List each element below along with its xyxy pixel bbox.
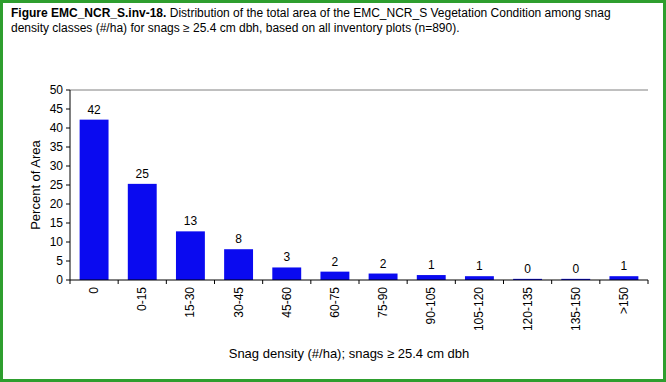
bars bbox=[80, 120, 639, 280]
y-tick-label: 40 bbox=[50, 121, 64, 135]
y-tick-label: 50 bbox=[50, 83, 64, 97]
y-tick-label: 0 bbox=[56, 273, 63, 287]
data-label: 1 bbox=[428, 258, 435, 272]
y-tick-label: 35 bbox=[50, 140, 64, 154]
data-label: 3 bbox=[283, 250, 290, 264]
title: Figure EMC_NCR_S.inv-18. bbox=[11, 6, 166, 20]
frame: Figure EMC_NCR_S.inv-18. Distribution of… bbox=[0, 0, 666, 382]
data-label: 2 bbox=[380, 257, 387, 271]
bar bbox=[128, 184, 157, 280]
x-tick bbox=[166, 280, 167, 284]
x-tick-label: 75-90 bbox=[376, 287, 390, 318]
x-tick bbox=[599, 280, 600, 284]
data-label: 2 bbox=[332, 255, 339, 269]
y-tick bbox=[66, 90, 70, 91]
x-tick-label: 30-45 bbox=[232, 287, 246, 318]
y-tick bbox=[66, 261, 70, 262]
bar bbox=[609, 276, 638, 280]
x-tick bbox=[503, 280, 504, 284]
bar bbox=[465, 276, 494, 280]
bar bbox=[80, 120, 109, 280]
data-label: 13 bbox=[184, 214, 198, 228]
y-tick-label: 10 bbox=[50, 235, 64, 249]
y-tick bbox=[66, 204, 70, 205]
y-tick-label: 45 bbox=[50, 102, 64, 116]
y-tick-label: 15 bbox=[50, 216, 64, 230]
x-tick-label: 0-15 bbox=[135, 287, 149, 311]
bar bbox=[369, 274, 398, 280]
x-tick bbox=[118, 280, 119, 284]
x-tick bbox=[214, 280, 215, 284]
x-tick-label: 135-150 bbox=[569, 287, 583, 331]
x-tick bbox=[551, 280, 552, 284]
y-tick bbox=[66, 280, 70, 281]
bar bbox=[272, 267, 301, 280]
y-tick bbox=[66, 147, 70, 148]
data-label: 0 bbox=[524, 262, 531, 276]
y-axis-title: Percent of Area bbox=[28, 139, 43, 229]
data-label: 25 bbox=[136, 167, 150, 181]
data-label: 0 bbox=[572, 262, 579, 276]
x-tick bbox=[455, 280, 456, 284]
x-tick bbox=[310, 280, 311, 284]
x-tick bbox=[407, 280, 408, 284]
x-tick-label: 120-135 bbox=[521, 287, 535, 331]
y-tick bbox=[66, 242, 70, 243]
data-label: 8 bbox=[235, 232, 242, 246]
x-axis-title: Snag density (#/ha); snags ≥ 25.4 cm dbh bbox=[229, 346, 470, 361]
x-tick-label: 60-75 bbox=[328, 287, 342, 318]
plot-top-border bbox=[70, 90, 648, 91]
y-tick bbox=[66, 166, 70, 167]
bar bbox=[176, 231, 205, 280]
chart: 0510152025303540455000-1515-3030-4545-60… bbox=[3, 3, 663, 379]
bar bbox=[320, 272, 349, 280]
title-block: Figure EMC_NCR_S.inv-18. Distribution of… bbox=[11, 6, 611, 36]
y-tick-label: 25 bbox=[50, 178, 64, 192]
data-label: 1 bbox=[621, 259, 628, 273]
x-tick bbox=[648, 280, 649, 284]
x-tick-label: >150 bbox=[617, 287, 631, 314]
data-label: 42 bbox=[87, 103, 101, 117]
y-tick bbox=[66, 185, 70, 186]
y-tick-label: 5 bbox=[56, 254, 63, 268]
y-tick bbox=[66, 223, 70, 224]
x-tick-label: 15-30 bbox=[183, 287, 197, 318]
y-tick-label: 30 bbox=[50, 159, 64, 173]
data-label: 1 bbox=[476, 259, 483, 273]
x-tick bbox=[262, 280, 263, 284]
x-tick-label: 45-60 bbox=[280, 287, 294, 318]
bar bbox=[417, 275, 446, 280]
y-tick-label: 20 bbox=[50, 197, 64, 211]
x-tick bbox=[359, 280, 360, 284]
x-tick bbox=[70, 280, 71, 284]
y-tick bbox=[66, 109, 70, 110]
x-tick-label: 90-105 bbox=[424, 287, 438, 325]
y-tick bbox=[66, 128, 70, 129]
x-tick-label: 105-120 bbox=[472, 287, 486, 331]
bar bbox=[224, 249, 253, 280]
x-tick-label: 0 bbox=[87, 287, 101, 294]
